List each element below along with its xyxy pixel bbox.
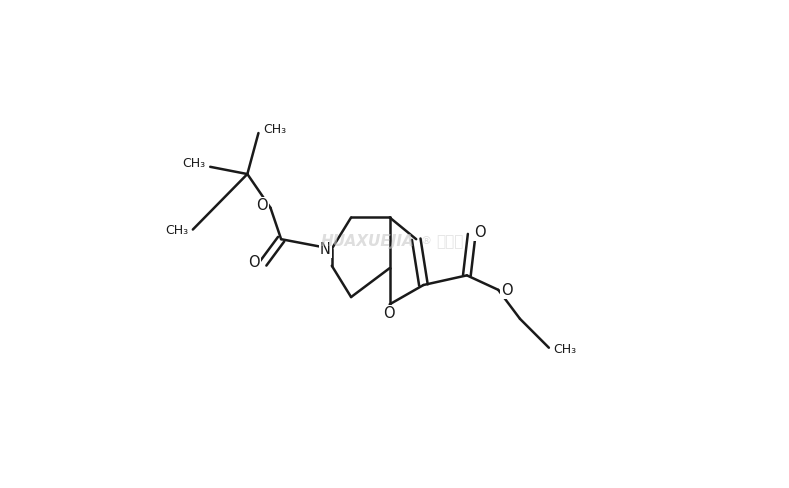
Text: O: O (474, 225, 486, 240)
Text: CH₃: CH₃ (553, 343, 577, 356)
Text: HUAXUEJIA: HUAXUEJIA (321, 234, 415, 249)
Text: CH₃: CH₃ (263, 122, 286, 136)
Text: N: N (320, 242, 331, 257)
Text: CH₃: CH₃ (182, 158, 205, 170)
Text: CH₃: CH₃ (165, 224, 188, 237)
Text: O: O (501, 284, 513, 298)
Text: 化学加: 化学加 (436, 234, 464, 249)
Text: ®: ® (421, 237, 432, 246)
Text: O: O (248, 255, 260, 270)
Text: O: O (383, 306, 394, 322)
Text: O: O (256, 199, 267, 213)
